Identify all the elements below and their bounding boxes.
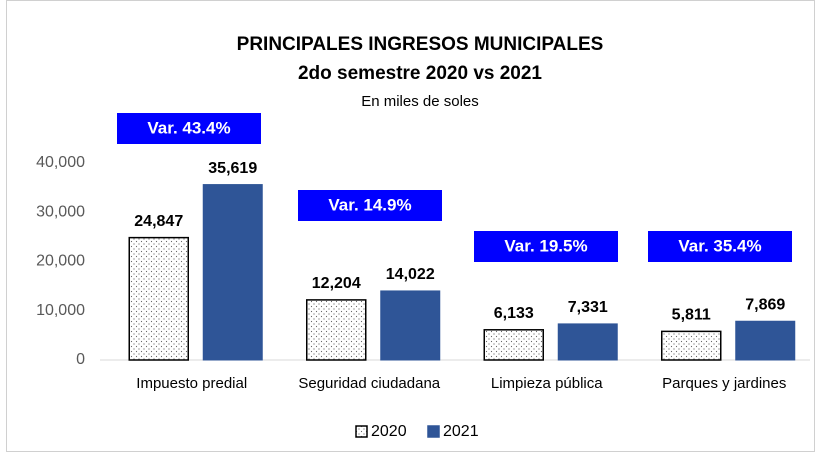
x-tick-label: Seguridad ciudadana xyxy=(298,375,440,392)
bar xyxy=(483,329,544,361)
annotation-box xyxy=(474,231,618,262)
y-tick-label: 10,000 xyxy=(36,302,85,319)
bar xyxy=(128,236,189,361)
bar xyxy=(661,330,722,361)
chart-title: PRINCIPALES INGRESOS MUNICIPALES xyxy=(237,34,604,55)
chart-note: En miles de soles xyxy=(361,93,479,110)
annotation-box xyxy=(298,190,442,221)
value-label: 5,811 xyxy=(672,307,711,324)
value-label: 14,022 xyxy=(386,266,435,283)
legend-label: 2020 xyxy=(371,423,407,440)
x-tick-label: Limpieza pública xyxy=(491,375,603,392)
annotation-box xyxy=(117,113,261,144)
legend-swatch xyxy=(355,425,368,438)
bar xyxy=(735,320,796,361)
annotation: Var. 43.4% xyxy=(147,118,230,137)
chart-frame xyxy=(6,0,815,452)
annotation: Var. 14.9% xyxy=(328,195,411,214)
annotation-box xyxy=(648,231,792,262)
bar xyxy=(557,323,618,361)
legend-label: 2021 xyxy=(443,423,479,440)
x-tick-label: Impuesto predial xyxy=(136,375,247,392)
bar xyxy=(306,299,367,361)
value-label: 6,133 xyxy=(494,305,534,322)
value-label: 35,619 xyxy=(208,160,257,177)
y-tick-label: 20,000 xyxy=(36,253,85,270)
legend-swatch xyxy=(427,425,440,438)
annotation: Var. 35.4% xyxy=(678,236,761,255)
value-label: 7,869 xyxy=(745,296,785,313)
value-label: 12,204 xyxy=(312,275,361,292)
annotation: Var. 19.5% xyxy=(504,236,587,255)
y-tick-label: 0 xyxy=(76,351,85,368)
bar xyxy=(202,184,263,361)
chart-subtitle: 2do semestre 2020 vs 2021 xyxy=(298,63,542,84)
bar xyxy=(380,290,441,361)
value-label: 7,331 xyxy=(568,299,608,316)
x-tick-label: Parques y jardines xyxy=(662,375,786,392)
value-label: 24,847 xyxy=(134,213,183,230)
y-tick-label: 30,000 xyxy=(36,203,85,220)
y-tick-label: 40,000 xyxy=(36,154,85,171)
